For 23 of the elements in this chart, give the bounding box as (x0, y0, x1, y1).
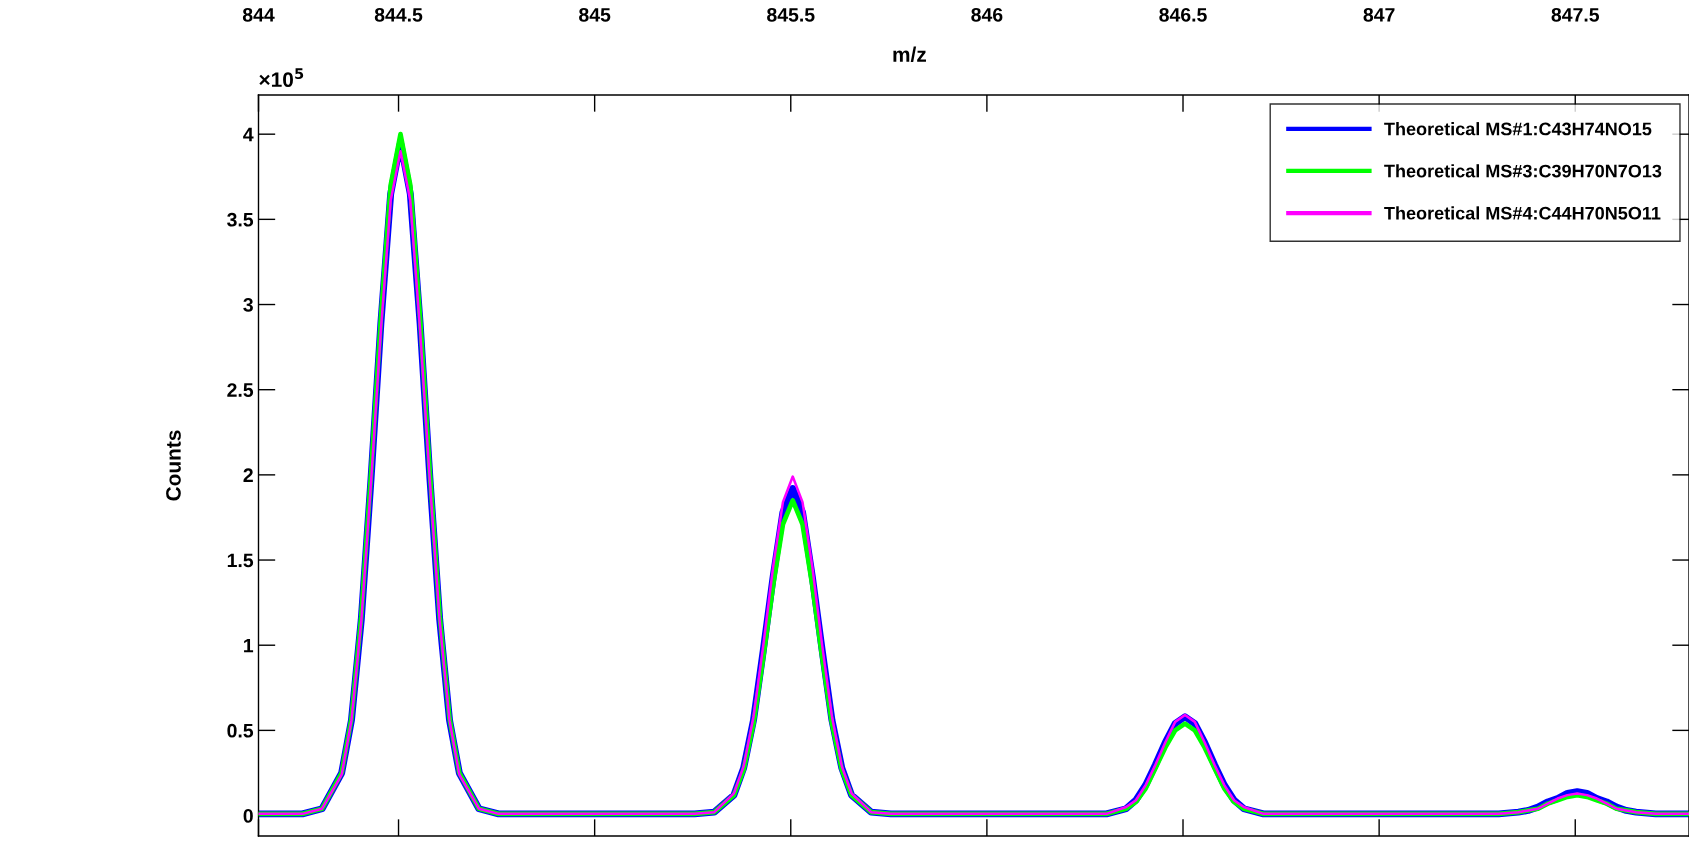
y-axis-title: Counts (166, 430, 181, 501)
y-tick-label: 1 (244, 638, 254, 653)
y-tick-label: 4 (243, 127, 254, 142)
y-tick-label: 1.5 (227, 553, 254, 568)
x-tick-label: 844.5 (374, 7, 423, 22)
y-tick-label: 0.5 (227, 723, 254, 738)
legend-label: Theoretical MS#3:C39H70N7O13 (1384, 164, 1662, 178)
x-axis-title: m/z (893, 46, 926, 63)
y-tick-label: 2 (243, 468, 253, 482)
x-tick-label: 847 (1363, 7, 1395, 22)
y-tick-label: 0 (243, 809, 253, 823)
text: ×10$^{5}$ (259, 68, 304, 88)
legend-label: Theoretical MS#4:C44H70N5O11 (1384, 206, 1661, 220)
x-tick-label: 846.5 (1159, 7, 1207, 22)
y-tick-label: 2.5 (227, 383, 254, 397)
x-tick-label: 844 (242, 7, 275, 22)
x-tick-label: 845.5 (767, 7, 815, 22)
x-tick-label: 846 (971, 7, 1003, 22)
y-tick-label: 3 (243, 297, 253, 312)
y-tick-label: 3.5 (227, 212, 254, 227)
x-tick-label: 847.5 (1551, 7, 1600, 22)
x-tick-label: 845 (579, 7, 611, 22)
legend-label: Theoretical MS#1:C43H74NO15 (1384, 122, 1652, 136)
